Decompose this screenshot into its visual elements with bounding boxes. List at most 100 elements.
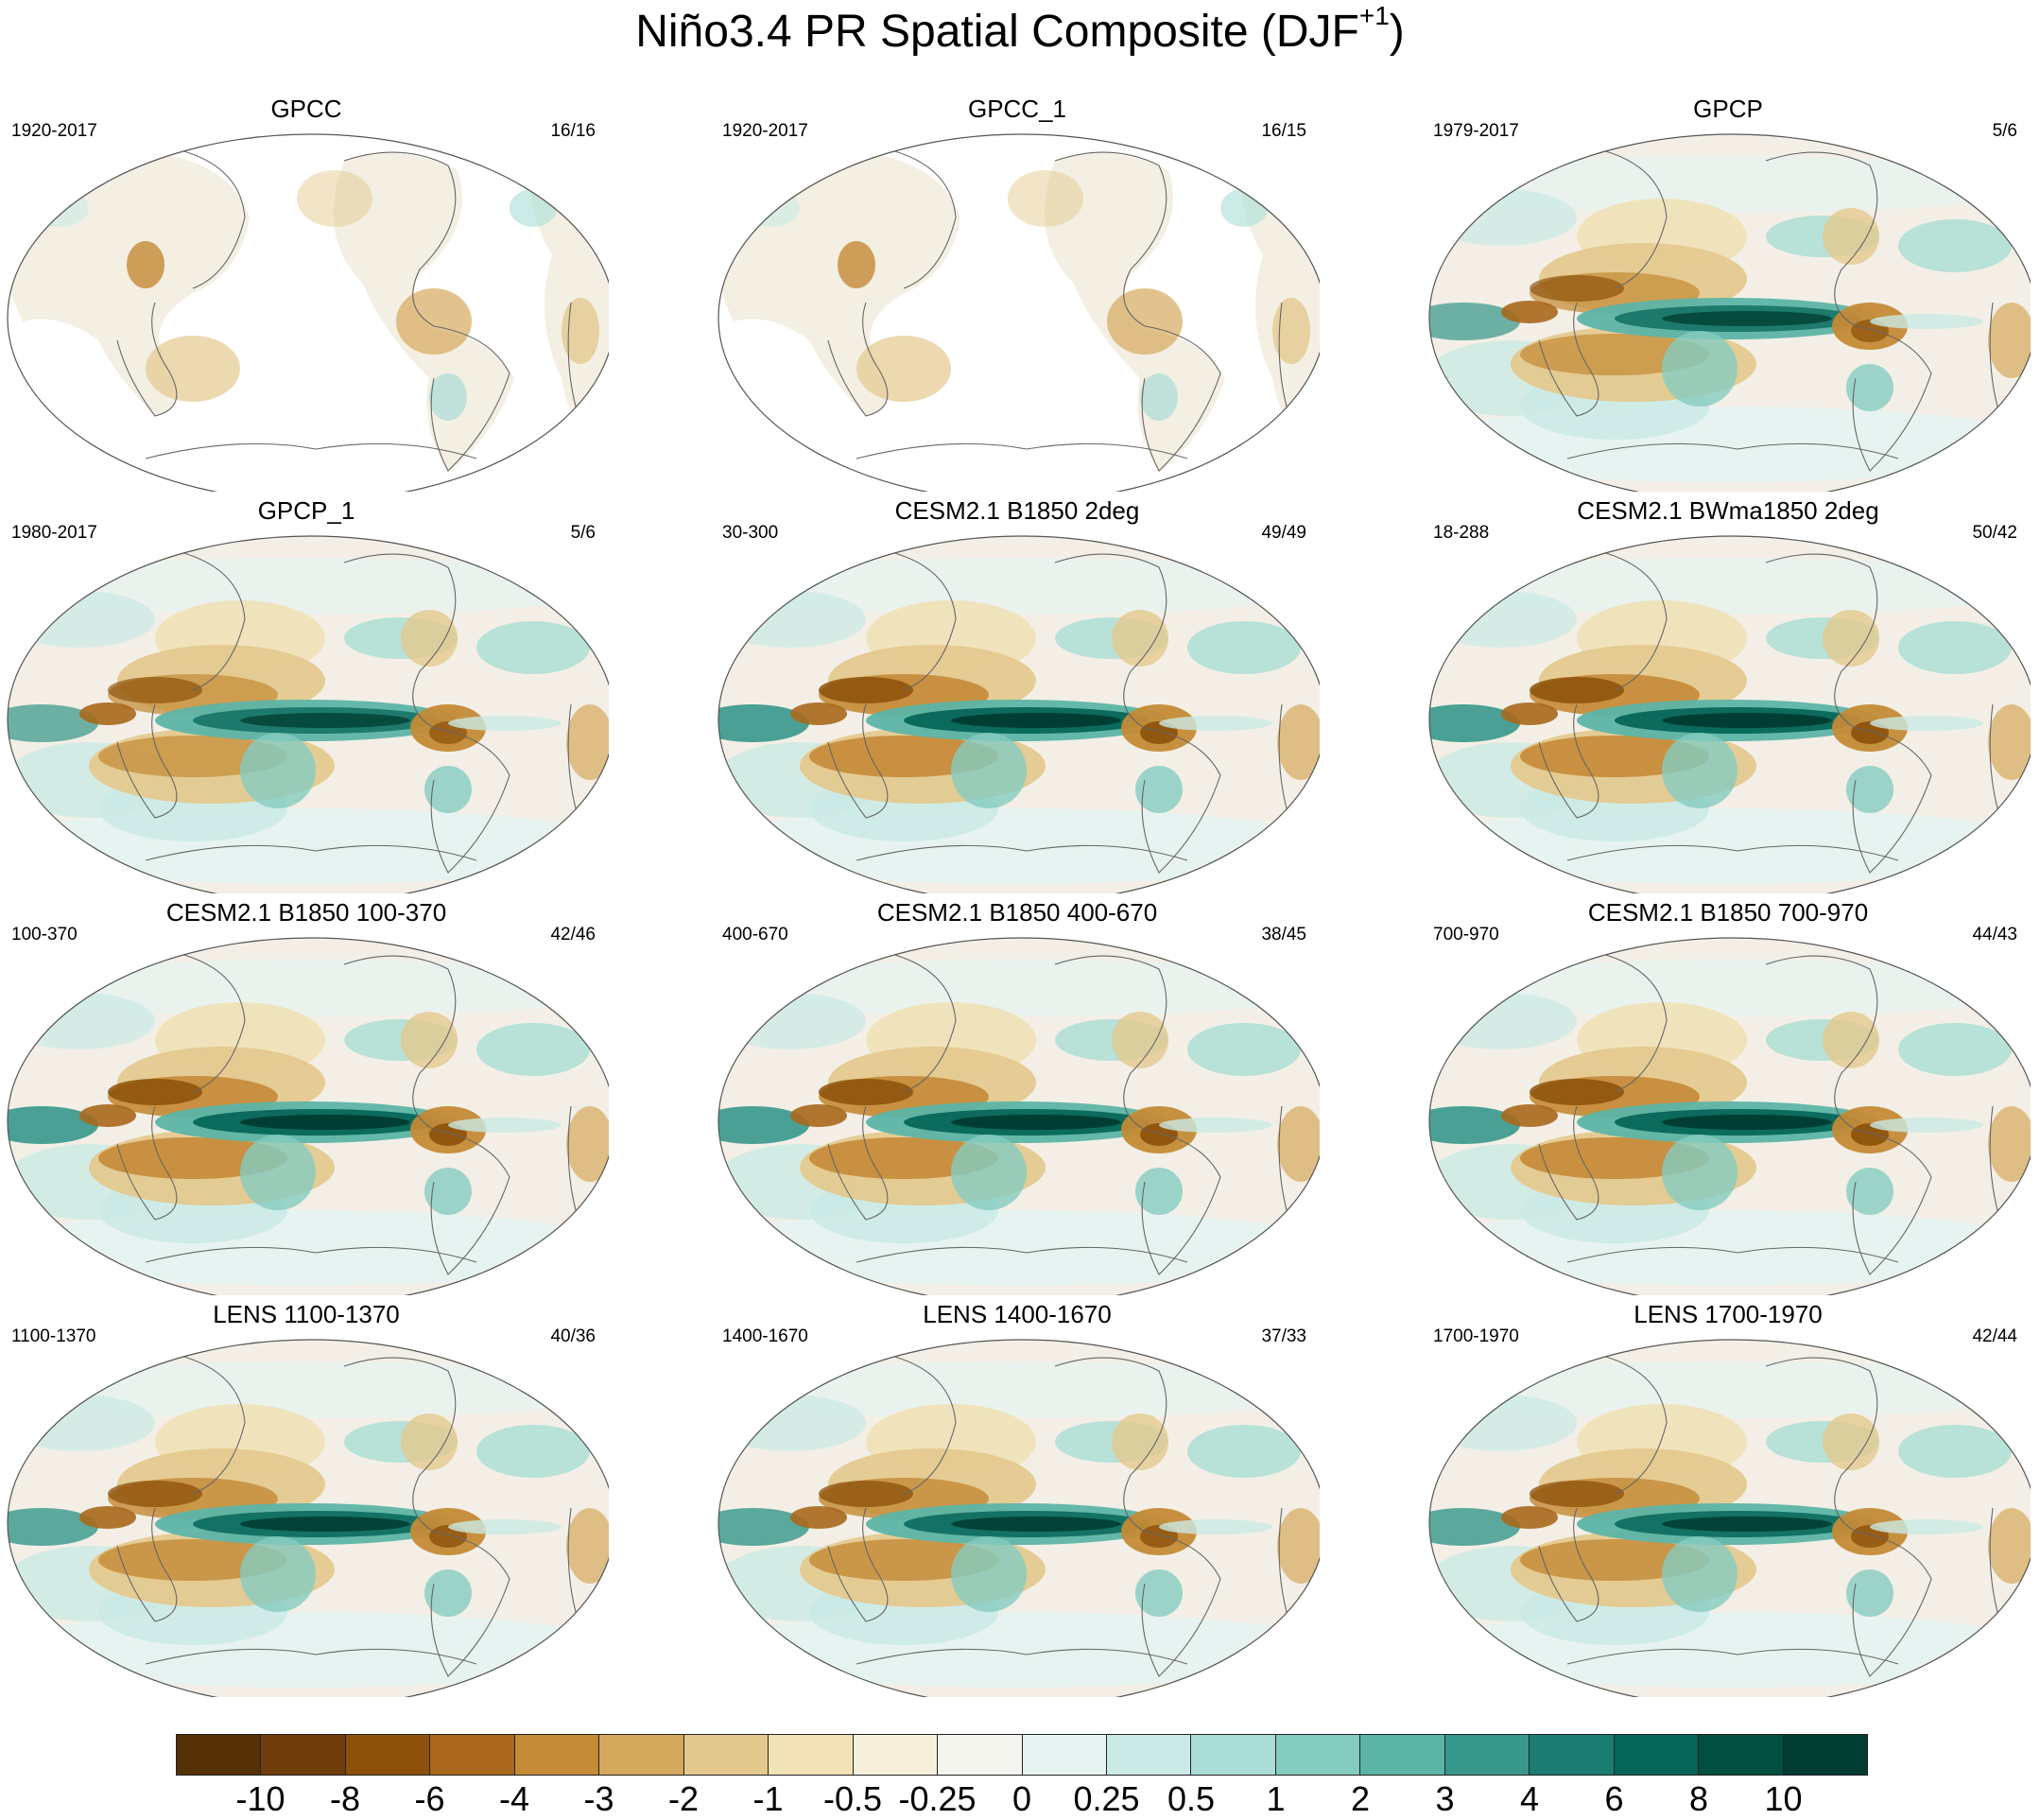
colorbar-swatch	[1530, 1735, 1615, 1775]
colorbar-swatch	[1444, 1735, 1530, 1775]
panel-event-count: 40/36	[550, 1326, 596, 1346]
colorbar-tick-label: -3	[583, 1779, 614, 1818]
colorbar-tick-label: 0.25	[1073, 1779, 1140, 1818]
panel-years: 1979-2017	[1433, 121, 1519, 141]
colorbar-swatch	[1614, 1735, 1700, 1775]
map-panel: GPCC 1920-2017 16/16	[4, 95, 609, 492]
map-panel: LENS 1400-1670 1400-1670 37/33	[715, 1300, 1320, 1697]
colorbar-tick-label: 6	[1604, 1779, 1624, 1818]
panel-years: 1920-2017	[11, 121, 97, 141]
panel-event-count: 38/45	[1261, 925, 1306, 945]
colorbar-tick-label: -1	[752, 1779, 784, 1818]
panel-title: GPCC_1	[967, 95, 1067, 123]
colorbar-swatch	[599, 1735, 684, 1775]
colorbar-tick-label: 1	[1266, 1779, 1286, 1818]
map-panel: LENS 1100-1370 1100-1370 40/36	[4, 1300, 609, 1697]
map-canvas	[7, 133, 609, 492]
panel-event-count: 42/46	[550, 925, 596, 945]
colorbar-tick-label: -0.5	[822, 1779, 883, 1818]
colorbar-tick-label: 3	[1435, 1779, 1455, 1818]
colorbar-swatch	[177, 1735, 262, 1775]
map-canvas	[717, 535, 1320, 893]
map-canvas	[1428, 535, 2031, 893]
panel-event-count: 37/33	[1261, 1326, 1306, 1346]
colorbar-tick-label: 0.5	[1167, 1779, 1216, 1818]
colorbar-swatch	[1360, 1735, 1445, 1775]
map-canvas	[1428, 1339, 2031, 1697]
colorbar-tick-label: 2	[1350, 1779, 1371, 1818]
colorbar-swatch	[1699, 1735, 1784, 1775]
panel-title: CESM2.1 B1850 2deg	[894, 496, 1140, 525]
panel-title: CESM2.1 BWma1850 2deg	[1577, 496, 1879, 525]
colorbar-tick-label: -8	[329, 1779, 361, 1818]
colorbar-swatch	[1783, 1735, 1868, 1775]
figure-title-close: )	[1389, 7, 1405, 57]
colorbar-swatch	[1022, 1735, 1107, 1775]
panel-title: CESM2.1 B1850 100-370	[165, 898, 447, 927]
panel-title: LENS 1400-1670	[923, 1300, 1112, 1328]
map-panel: CESM2.1 BWma1850 2deg 18-288 50/42	[1426, 496, 2031, 893]
panel-event-count: 49/49	[1261, 523, 1306, 543]
colorbar-swatch	[683, 1735, 769, 1775]
panel-event-count: 42/44	[1972, 1326, 2017, 1346]
panel-years: 1920-2017	[722, 121, 808, 141]
colorbar-swatch	[1275, 1735, 1361, 1775]
figure-title-text: Niño3.4 PR Spatial Composite (DJF	[635, 7, 1359, 57]
figure-title: Niño3.4 PR Spatial Composite (DJF+1)	[0, 1, 2040, 58]
colorbar-tick-label: 0	[1011, 1779, 1032, 1818]
colorbar-tick-label: -4	[498, 1779, 530, 1818]
map-canvas	[717, 937, 1320, 1295]
map-panel: GPCP 1979-2017 5/6	[1426, 95, 2031, 492]
map-panel: CESM2.1 B1850 700-970 700-970 44/43	[1426, 898, 2031, 1295]
colorbar-tick-label: -2	[667, 1779, 700, 1818]
map-canvas	[717, 133, 1320, 492]
panel-title: GPCP	[1693, 95, 1763, 123]
map-panel: CESM2.1 B1850 100-370 100-370 42/46	[4, 898, 609, 1295]
map-canvas	[1428, 937, 2031, 1295]
colorbar-tick-label: -0.25	[898, 1779, 977, 1818]
colorbar-swatch	[345, 1735, 431, 1775]
colorbar-swatch	[1191, 1735, 1276, 1775]
panel-title: LENS 1100-1370	[213, 1300, 400, 1328]
colorbar-tick-label: -6	[414, 1779, 445, 1818]
figure-title-superscript: +1	[1358, 1, 1390, 30]
panel-event-count: 16/16	[550, 121, 596, 141]
colorbar-swatch	[1106, 1735, 1192, 1775]
panel-years: 1100-1370	[11, 1326, 96, 1346]
panel-event-count: 5/6	[1992, 121, 2017, 141]
map-panel: CESM2.1 B1850 400-670 400-670 38/45	[715, 898, 1320, 1295]
panel-title: CESM2.1 B1850 700-970	[1587, 898, 1869, 927]
colorbar-swatch	[769, 1735, 854, 1775]
colorbar-tick-label: 10	[1764, 1779, 1803, 1818]
panel-event-count: 44/43	[1972, 925, 2017, 945]
panel-event-count: 5/6	[570, 523, 596, 543]
colorbar-swatch	[514, 1735, 600, 1775]
panel-years: 1980-2017	[11, 523, 97, 543]
colorbar-swatch	[261, 1735, 346, 1775]
panel-title: LENS 1700-1970	[1634, 1300, 1823, 1328]
panel-title: GPCC	[270, 95, 342, 123]
panel-title: GPCP_1	[257, 496, 355, 525]
map-panel: GPCP_1 1980-2017 5/6	[4, 496, 609, 893]
panel-years: 18-288	[1433, 523, 1490, 543]
panel-event-count: 50/42	[1972, 523, 2017, 543]
panel-years: 30-300	[722, 523, 779, 543]
map-canvas	[1428, 133, 2031, 492]
colorbar	[176, 1734, 1868, 1776]
map-panel: GPCC_1 1920-2017 16/15	[715, 95, 1320, 492]
colorbar-swatch	[430, 1735, 515, 1775]
map-panel: CESM2.1 B1850 2deg 30-300 49/49	[715, 496, 1320, 893]
colorbar-swatch	[853, 1735, 939, 1775]
panel-years: 400-670	[722, 925, 788, 945]
map-canvas	[717, 1339, 1320, 1697]
colorbar-tick-label: 8	[1688, 1779, 1709, 1818]
panel-years: 1400-1670	[722, 1326, 808, 1346]
colorbar-swatch	[938, 1735, 1023, 1775]
map-panel: LENS 1700-1970 1700-1970 42/44	[1426, 1300, 2031, 1697]
map-canvas	[7, 1339, 609, 1697]
map-canvas	[7, 937, 609, 1295]
panel-years: 100-370	[11, 925, 78, 945]
colorbar-tick-label: -10	[235, 1779, 285, 1818]
map-canvas	[7, 535, 609, 893]
panel-years: 700-970	[1433, 925, 1499, 945]
